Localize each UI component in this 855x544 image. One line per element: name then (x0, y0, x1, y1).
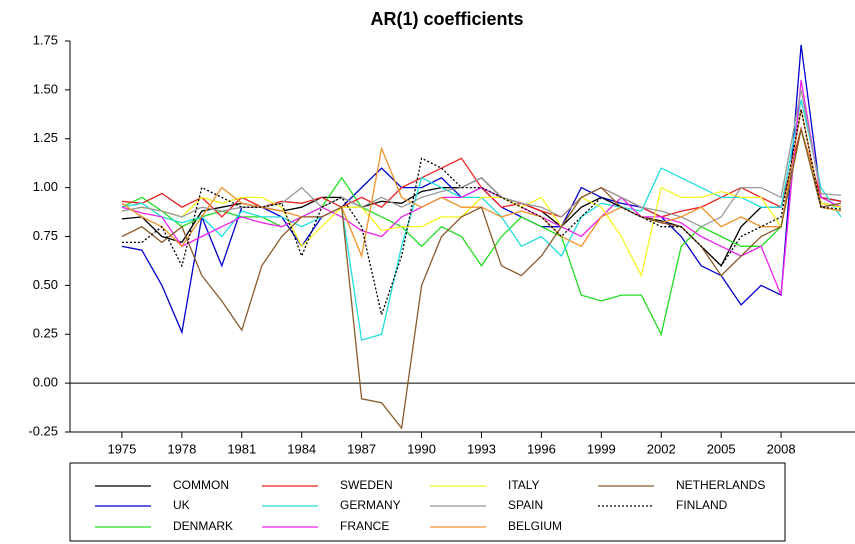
y-tick-label: 1.00 (33, 179, 58, 194)
x-tick-label: 1999 (587, 441, 616, 456)
y-tick-label: 0.50 (33, 277, 58, 292)
series-line (121, 44, 842, 335)
series-line (121, 128, 842, 430)
chart-title: AR(1) coefficients (370, 9, 523, 29)
series-line (121, 89, 842, 228)
series-line (121, 99, 842, 341)
y-tick-label: 1.25 (33, 130, 58, 145)
legend-label: BELGIUM (508, 519, 562, 533)
legend-label: FRANCE (340, 519, 389, 533)
series-line (121, 79, 842, 296)
x-tick-label: 1978 (167, 441, 196, 456)
x-tick-label: 1990 (407, 441, 436, 456)
series-line (121, 109, 842, 259)
x-tick-label: 1993 (467, 441, 496, 456)
y-tick-label: 0.25 (33, 326, 58, 341)
legend-box (69, 462, 786, 542)
series-line (121, 128, 842, 337)
legend-label: DENMARK (173, 519, 233, 533)
x-tick-label: 2002 (647, 441, 676, 456)
legend-label: FINLAND (676, 498, 728, 512)
legend-label: SPAIN (508, 498, 543, 512)
x-tick-label: 1984 (287, 441, 316, 456)
legend-label: GERMANY (340, 498, 401, 512)
y-tick-label: 1.75 (33, 32, 58, 47)
x-tick-label: 1975 (107, 441, 136, 456)
y-tick-label: 0.00 (33, 375, 58, 390)
x-tick-label: 1996 (527, 441, 556, 456)
x-tick-label: 1987 (347, 441, 376, 456)
x-tick-label: 2008 (767, 441, 796, 456)
legend-label: UK (173, 498, 190, 512)
legend-label: SWEDEN (340, 478, 393, 492)
series-line (121, 109, 842, 318)
y-tick-label: 1.50 (33, 81, 58, 96)
y-tick-label: 0.75 (33, 228, 58, 243)
legend-label: NETHERLANDS (676, 478, 765, 492)
x-tick-label: 2005 (707, 441, 736, 456)
y-tick-label: -0.25 (28, 423, 58, 438)
legend-label: ITALY (508, 478, 540, 492)
x-tick-label: 1981 (227, 441, 256, 456)
series-line (121, 128, 842, 278)
legend-label: COMMON (173, 478, 229, 492)
series-line (121, 126, 842, 218)
